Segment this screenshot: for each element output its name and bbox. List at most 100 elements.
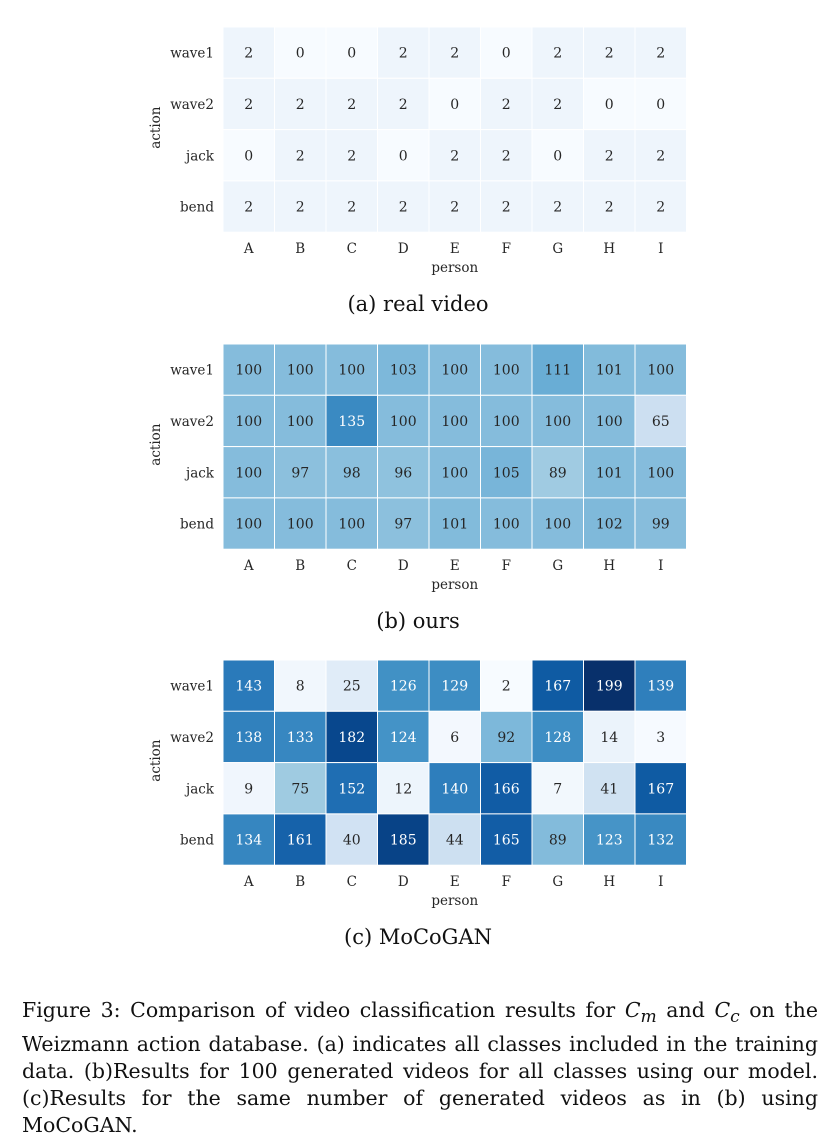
x-tick-label: E bbox=[450, 874, 460, 890]
heatmap-cell bbox=[531, 77, 584, 131]
x-axis-label: person bbox=[431, 577, 478, 593]
heatmap-cell bbox=[325, 77, 378, 131]
cell-value-label: 165 bbox=[493, 833, 520, 849]
heatmap-cell bbox=[274, 762, 327, 815]
cell-value-label: 2 bbox=[553, 97, 562, 113]
heatmap-cell bbox=[531, 129, 584, 182]
heatmap-cell bbox=[480, 659, 533, 712]
y-tick-label: jack bbox=[184, 148, 215, 164]
heatmap-cell bbox=[634, 497, 687, 550]
cell-value-label: 139 bbox=[647, 679, 674, 695]
cell-value-label: 2 bbox=[399, 200, 408, 216]
cell-value-label: 105 bbox=[493, 465, 520, 481]
heatmap-cell bbox=[377, 813, 430, 866]
x-tick-label: B bbox=[295, 874, 305, 890]
cell-value-label: 100 bbox=[287, 517, 314, 533]
figure-caption: Figure 3: Comparison of video classifica… bbox=[22, 997, 818, 1139]
heatmap-cell bbox=[531, 813, 584, 866]
cc-symbol: Cc bbox=[714, 998, 740, 1028]
heatmap-b: 100 100 100 103 100 100 111 101 100 100 100 135 100 1… bbox=[148, 343, 687, 593]
cell-value-label: 2 bbox=[656, 148, 665, 164]
heatmap-cell bbox=[531, 180, 584, 233]
cell-value-label: 89 bbox=[549, 465, 567, 481]
heatmap-cell bbox=[634, 26, 687, 79]
heatmap-cell bbox=[583, 129, 636, 182]
heatmap-cell bbox=[531, 762, 584, 815]
cell-value-label: 100 bbox=[493, 363, 520, 379]
x-tick-label: A bbox=[243, 558, 254, 574]
cell-value-label: 98 bbox=[343, 465, 361, 481]
heatmap-cell bbox=[583, 180, 636, 233]
heatmap-cell bbox=[480, 180, 533, 233]
heatmap-cell bbox=[325, 129, 378, 182]
cell-value-label: 0 bbox=[450, 97, 459, 113]
heatmap-cell bbox=[583, 26, 636, 79]
heatmap-cell bbox=[274, 813, 327, 866]
cell-value-label: 111 bbox=[544, 363, 571, 379]
heatmap-cell bbox=[377, 497, 430, 550]
heatmap-panel-c: 143 8 25 126 129 2 167 199 139 138 133 182 124 6 92 128… bbox=[148, 659, 687, 949]
cell-value-label: 2 bbox=[296, 148, 305, 164]
cell-value-label: 2 bbox=[656, 46, 665, 62]
cell-value-label: 0 bbox=[553, 148, 562, 164]
y-tick-label: wave2 bbox=[170, 414, 214, 430]
heatmap-cell bbox=[325, 180, 378, 233]
heatmap-cell bbox=[428, 180, 481, 233]
y-tick-label: wave1 bbox=[170, 363, 214, 379]
x-tick-label: D bbox=[398, 241, 409, 257]
cell-value-label: 100 bbox=[338, 517, 365, 533]
cell-value-label: 100 bbox=[493, 414, 520, 430]
cell-value-label: 2 bbox=[296, 200, 305, 216]
y-tick-label: wave2 bbox=[170, 730, 214, 746]
cell-value-label: 100 bbox=[235, 465, 262, 481]
heatmap-cell bbox=[480, 497, 533, 550]
cell-value-label: 6 bbox=[450, 730, 459, 746]
x-tick-label: I bbox=[658, 241, 663, 257]
cell-value-label: 100 bbox=[235, 363, 262, 379]
heatmap-cell bbox=[480, 26, 533, 79]
cell-value-label: 2 bbox=[502, 148, 511, 164]
heatmap-cell bbox=[583, 343, 636, 396]
y-tick-label: wave1 bbox=[170, 679, 214, 695]
x-tick-label: H bbox=[603, 874, 615, 890]
cell-value-label: 65 bbox=[652, 414, 670, 430]
heatmap-cell bbox=[377, 659, 430, 712]
cell-value-label: 2 bbox=[244, 97, 253, 113]
cell-value-label: 100 bbox=[235, 517, 262, 533]
cell-value-label: 89 bbox=[549, 833, 567, 849]
heatmap-cell bbox=[583, 813, 636, 866]
heatmap-cell bbox=[325, 710, 378, 764]
cell-value-label: 100 bbox=[544, 414, 571, 430]
heatmap-cell bbox=[634, 813, 687, 866]
heatmap-cell bbox=[583, 394, 636, 448]
cell-value-label: 143 bbox=[235, 679, 262, 695]
cell-value-label: 97 bbox=[394, 517, 412, 533]
heatmap-cell bbox=[274, 180, 327, 233]
cell-value-label: 135 bbox=[338, 414, 365, 430]
x-tick-label: B bbox=[295, 241, 305, 257]
heatmap-cell bbox=[222, 446, 275, 499]
cell-value-label: 134 bbox=[235, 833, 262, 849]
heatmap-cell bbox=[634, 762, 687, 815]
cell-value-label: 2 bbox=[244, 200, 253, 216]
x-tick-label: D bbox=[398, 874, 409, 890]
heatmap-cell bbox=[274, 659, 327, 712]
x-tick-label: I bbox=[658, 558, 663, 574]
heatmap-cell bbox=[634, 180, 687, 233]
x-tick-label: D bbox=[398, 558, 409, 574]
cell-value-label: 132 bbox=[647, 833, 674, 849]
heatmap-cell bbox=[325, 762, 378, 815]
heatmap-cell bbox=[531, 394, 584, 448]
x-tick-label: H bbox=[603, 558, 615, 574]
heatmap-cell bbox=[222, 26, 275, 79]
cell-value-label: 2 bbox=[502, 679, 511, 695]
cell-value-label: 75 bbox=[291, 781, 309, 797]
cell-value-label: 2 bbox=[347, 148, 356, 164]
y-tick-label: jack bbox=[184, 465, 215, 481]
cell-value-label: 167 bbox=[544, 679, 571, 695]
heatmap-cell bbox=[222, 394, 275, 448]
x-axis-label: person bbox=[431, 260, 478, 276]
cell-value-label: 2 bbox=[244, 46, 253, 62]
heatmap-cell bbox=[325, 497, 378, 550]
cell-value-label: 8 bbox=[296, 679, 305, 695]
